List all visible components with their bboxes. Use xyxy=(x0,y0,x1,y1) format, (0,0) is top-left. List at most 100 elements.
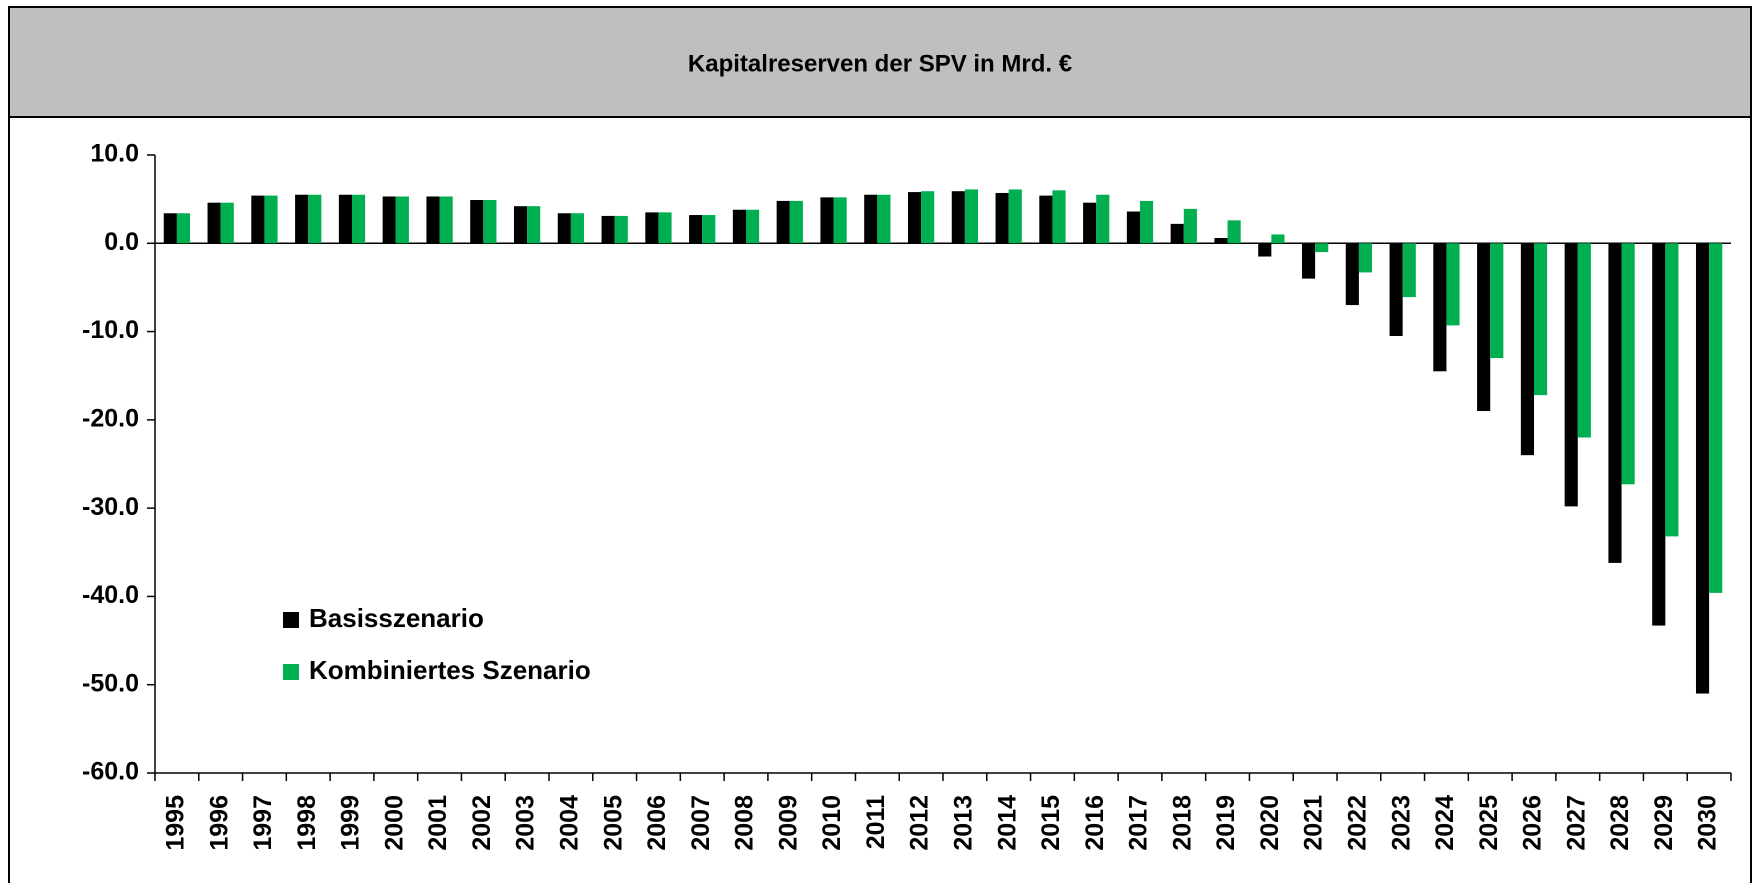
x-tick-label: 2029 xyxy=(1650,795,1678,851)
bar xyxy=(1345,243,1359,306)
bar xyxy=(732,209,746,244)
legend-swatch xyxy=(283,664,299,680)
bar xyxy=(1083,202,1097,244)
x-tick-label: 2012 xyxy=(906,795,934,851)
x-tick-label: 1996 xyxy=(205,795,233,851)
bar xyxy=(1258,243,1272,257)
bar xyxy=(483,200,497,244)
x-tick-label: 1995 xyxy=(161,795,189,851)
x-tick-label: 2002 xyxy=(468,795,496,851)
y-tick-label: 0.0 xyxy=(104,228,139,256)
x-tick-label: 2026 xyxy=(1519,795,1547,851)
bar xyxy=(964,189,979,244)
bar xyxy=(658,212,672,244)
x-tick-label: 2007 xyxy=(687,795,715,851)
bar xyxy=(426,196,440,244)
x-tick-label: 2018 xyxy=(1168,795,1196,851)
x-tick-label: 2022 xyxy=(1343,795,1371,851)
bar xyxy=(776,200,790,244)
bar xyxy=(1564,243,1578,507)
bar xyxy=(951,191,965,244)
bar xyxy=(163,213,177,244)
x-tick-label: 2003 xyxy=(512,795,540,851)
x-tick-label: 2019 xyxy=(1212,795,1240,851)
bar xyxy=(1477,243,1491,412)
bar xyxy=(1402,243,1416,298)
bar xyxy=(570,213,585,244)
bar xyxy=(1301,243,1316,279)
bar xyxy=(877,194,891,244)
bar xyxy=(207,202,221,244)
title-band xyxy=(8,6,1752,118)
x-tick-label: 2016 xyxy=(1081,795,1109,851)
bar xyxy=(1227,220,1241,244)
x-tick-label: 2030 xyxy=(1694,795,1722,851)
bar xyxy=(1126,211,1140,244)
bar xyxy=(689,215,703,244)
y-tick-label: -10.0 xyxy=(82,316,139,344)
bar xyxy=(1490,243,1504,359)
bar xyxy=(513,206,528,244)
legend-label: Basisszenario xyxy=(309,603,484,633)
bar xyxy=(1608,243,1622,563)
x-tick-label: 1998 xyxy=(293,795,321,851)
x-tick-label: 2023 xyxy=(1387,795,1415,851)
y-tick-label: -60.0 xyxy=(82,758,139,786)
x-tick-label: 2015 xyxy=(1037,795,1065,851)
bar xyxy=(338,194,352,244)
bar xyxy=(1183,208,1197,244)
x-tick-label: 2021 xyxy=(1300,795,1328,851)
bar xyxy=(789,200,803,244)
x-tick-label: 2004 xyxy=(555,795,583,851)
bar xyxy=(1389,243,1403,336)
bar xyxy=(1214,237,1228,244)
y-tick-label: -50.0 xyxy=(82,669,139,697)
bar xyxy=(1709,243,1723,593)
y-tick-label: 10.0 xyxy=(90,140,139,168)
bar xyxy=(601,215,615,244)
bar xyxy=(921,191,935,244)
x-tick-label: 1997 xyxy=(249,795,277,851)
x-tick-label: 2000 xyxy=(380,795,408,851)
bar xyxy=(1140,200,1154,244)
bar xyxy=(1039,195,1053,244)
bar xyxy=(352,194,366,244)
bar xyxy=(907,192,922,244)
x-tick-label: 1999 xyxy=(337,795,365,851)
bar xyxy=(439,196,453,244)
x-tick-label: 2025 xyxy=(1475,795,1503,851)
bar xyxy=(1695,243,1710,694)
bar xyxy=(1446,243,1460,326)
x-tick-label: 2009 xyxy=(774,795,802,851)
bar xyxy=(470,200,484,244)
frame xyxy=(8,6,1752,883)
bar xyxy=(1052,190,1066,244)
bar xyxy=(1008,189,1022,244)
bar xyxy=(1652,243,1666,626)
y-tick-label: -20.0 xyxy=(82,404,139,432)
x-tick-label: 2006 xyxy=(643,795,671,851)
bar xyxy=(995,192,1009,244)
bar xyxy=(645,212,659,244)
bar xyxy=(395,196,409,244)
bar xyxy=(527,206,541,244)
bar xyxy=(1520,243,1534,456)
bar xyxy=(557,213,571,244)
bar xyxy=(1096,194,1110,244)
bar xyxy=(614,215,628,244)
legend-swatch xyxy=(283,612,299,628)
x-tick-label: 2020 xyxy=(1256,795,1284,851)
bar xyxy=(702,215,716,244)
bar xyxy=(864,194,878,244)
x-tick-label: 2013 xyxy=(949,795,977,851)
bar xyxy=(1577,243,1591,438)
y-tick-label: -30.0 xyxy=(82,493,139,521)
x-tick-label: 2008 xyxy=(731,795,759,851)
x-tick-label: 2010 xyxy=(818,795,846,851)
x-tick-label: 2011 xyxy=(862,795,890,849)
bar xyxy=(1621,243,1635,485)
bar xyxy=(1665,243,1679,537)
x-tick-label: 2028 xyxy=(1606,795,1634,851)
bar xyxy=(820,197,834,244)
